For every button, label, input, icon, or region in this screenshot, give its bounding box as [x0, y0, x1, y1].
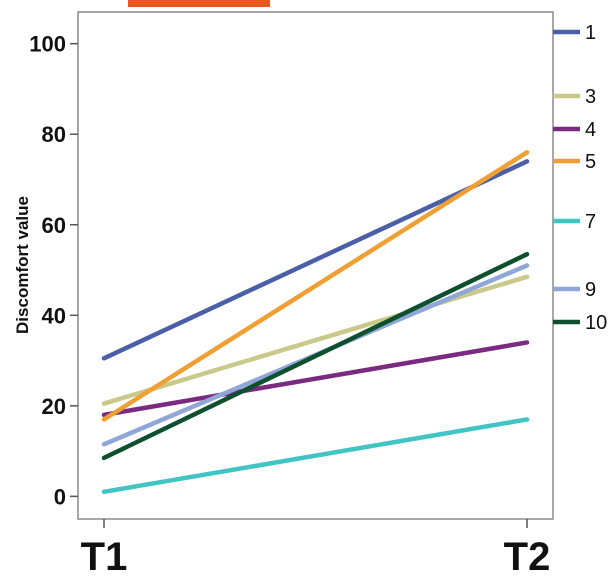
legend-label-3: 3: [585, 86, 596, 108]
legend-label-10: 10: [585, 312, 607, 334]
header-strip: [128, 0, 270, 7]
plot-frame: [77, 11, 554, 520]
x-tick-label: T1: [81, 535, 128, 576]
plot-border: [77, 11, 554, 520]
series-line-7: [101, 417, 530, 495]
y-tick-label: 40: [42, 303, 66, 328]
y-tick-label: 80: [42, 122, 66, 147]
x-tick-label: T2: [504, 535, 551, 576]
legend: 1 3 4 5 7 9 10: [553, 22, 607, 334]
y-tick-label: 100: [29, 32, 66, 57]
legend-label-5: 5: [585, 151, 596, 173]
y-tick-label: 60: [42, 213, 66, 238]
legend-label-4: 4: [585, 119, 596, 141]
y-axis: 0 20 40 60 80 100: [29, 32, 78, 509]
y-axis-label: Discomfort value: [13, 196, 32, 334]
series-line-5: [101, 150, 530, 422]
series-line-3: [101, 274, 530, 406]
y-tick-label: 0: [54, 484, 66, 509]
legend-label-1: 1: [585, 22, 596, 44]
x-axis: T1 T2: [81, 519, 551, 576]
y-tick-label: 20: [42, 394, 66, 419]
legend-label-7: 7: [585, 211, 596, 233]
series-line-4: [101, 340, 530, 418]
series-line-10: [101, 251, 530, 461]
legend-label-9: 9: [585, 279, 596, 301]
series-lines: [101, 150, 530, 495]
